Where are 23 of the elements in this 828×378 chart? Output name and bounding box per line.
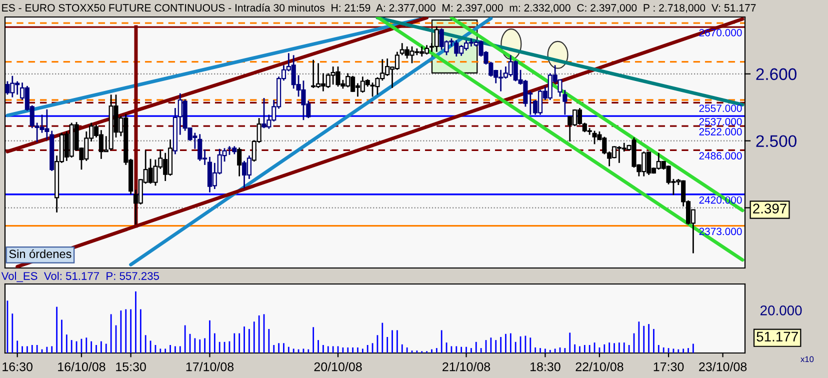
text: 20.000 xyxy=(760,305,802,316)
chart-title: ES - EURO STOXX50 FUTURE CONTINUOUS - Intradía 30 minutos H: 21:59 A: 2.377,000 M: 2.397,000 m: 2.332,000 C: 2.397,000 P : 2.718,000 V: 51.177 xyxy=(2,4,756,13)
chart-title: Vol_ES Vol: 51.177 P: 557.235 xyxy=(1,272,159,282)
x-tick-label: 23/10/08 xyxy=(699,362,747,372)
x-tick-label: 16/10/08 xyxy=(58,362,106,372)
x-tick-label: 17:30 xyxy=(654,362,684,372)
text: 51.177 xyxy=(756,332,798,342)
x-tick-label: 21/10/08 xyxy=(442,362,490,372)
text: x10 xyxy=(800,356,814,362)
x-tick-label: 15:30 xyxy=(116,362,146,372)
x-tick-label: 20/10/08 xyxy=(314,362,362,372)
ref-line-label: 2522.000 xyxy=(699,128,742,136)
x-tick-label: 18:30 xyxy=(530,362,560,372)
x-tick-label: 16:30 xyxy=(2,362,32,372)
annotation: Sin órdenes xyxy=(9,249,72,258)
ref-line-label: 2486.000 xyxy=(699,152,742,160)
y-tick-label: 2.600 xyxy=(756,68,796,80)
x-tick-label: 17/10/08 xyxy=(186,362,234,372)
text: 2.397 xyxy=(753,204,786,214)
ref-line-label: 2557.000 xyxy=(699,104,742,112)
y-tick-label: 2.500 xyxy=(756,135,796,148)
x-tick-label: 22/10/08 xyxy=(576,362,624,372)
ref-line-label: 2537.000 xyxy=(699,118,742,126)
